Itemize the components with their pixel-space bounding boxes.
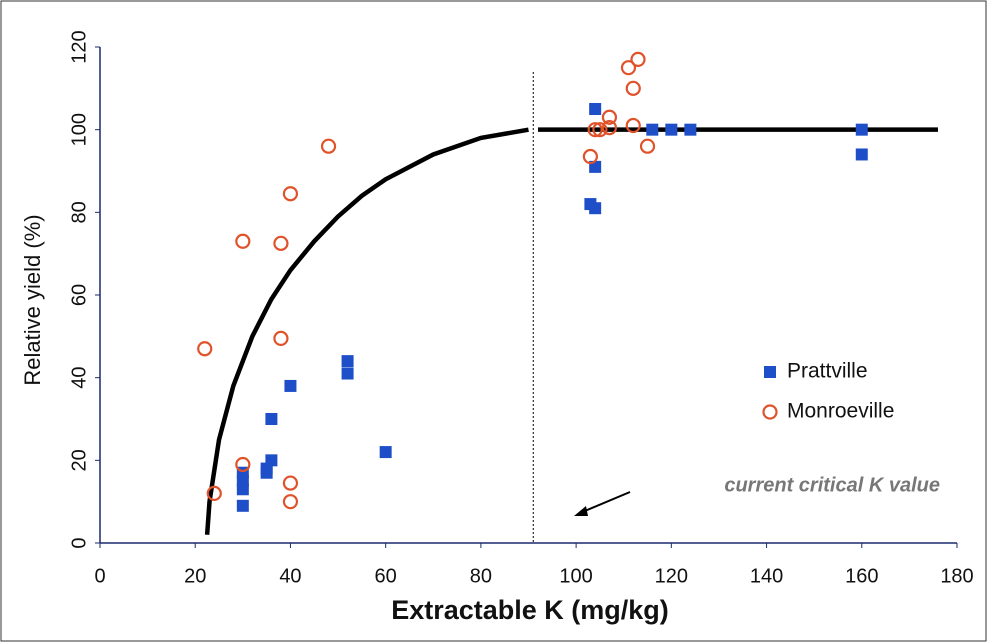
x-tick-label: 160 [845, 565, 878, 587]
y-tick-label: 60 [68, 284, 90, 306]
x-tick-label: 40 [279, 565, 301, 587]
point [646, 123, 659, 136]
point [282, 494, 299, 510]
point [235, 233, 251, 249]
point [620, 60, 637, 76]
point [206, 485, 222, 501]
legend-marker [764, 366, 776, 378]
point [587, 122, 603, 138]
point [341, 355, 354, 368]
x-tick-label: 20 [184, 565, 206, 587]
point [320, 138, 337, 154]
point [625, 117, 641, 134]
point [236, 499, 249, 512]
point [639, 138, 656, 154]
y-axis-title: Relative yield (%) [20, 214, 45, 385]
y-tick-label: 120 [68, 30, 90, 63]
y-tick-label: 20 [68, 449, 90, 471]
point [589, 103, 602, 115]
x-axis-title: Extractable K (mg/kg) [391, 595, 669, 625]
point [855, 123, 868, 136]
point [282, 475, 299, 491]
annotation: current critical K value [724, 474, 940, 496]
point [341, 367, 354, 380]
point [630, 51, 646, 68]
x-tick-label: 0 [94, 565, 105, 587]
y-tick-label: 80 [68, 201, 90, 223]
x-tick-label: 140 [750, 565, 783, 587]
point [684, 123, 697, 136]
legend-label: Monroeville [787, 400, 894, 423]
annotation-arrow [579, 491, 631, 514]
y-tick-label: 0 [68, 537, 90, 548]
point [197, 341, 213, 357]
point [592, 122, 608, 138]
point [855, 148, 868, 161]
y-tick-label: 40 [68, 367, 90, 389]
point [589, 202, 602, 215]
legend-marker [762, 404, 778, 420]
x-tick-label: 120 [655, 565, 688, 587]
x-tick-label: 80 [470, 565, 492, 587]
arrow-head [574, 506, 588, 516]
point [601, 119, 618, 136]
point [273, 235, 289, 251]
point [625, 80, 641, 96]
point [265, 454, 278, 467]
y-tick-label: 100 [68, 113, 90, 146]
point [282, 186, 299, 202]
x-tick-label: 180 [940, 565, 973, 587]
point [582, 148, 598, 165]
point [665, 123, 678, 136]
fit-curve [204, 127, 938, 535]
x-tick-label: 100 [559, 565, 592, 587]
point [284, 379, 297, 392]
point [379, 446, 392, 459]
point [601, 109, 618, 125]
point [235, 456, 251, 473]
point [265, 413, 278, 425]
legend-label: Prattville [787, 360, 868, 383]
point [273, 330, 289, 346]
x-tick-label: 60 [375, 565, 397, 587]
